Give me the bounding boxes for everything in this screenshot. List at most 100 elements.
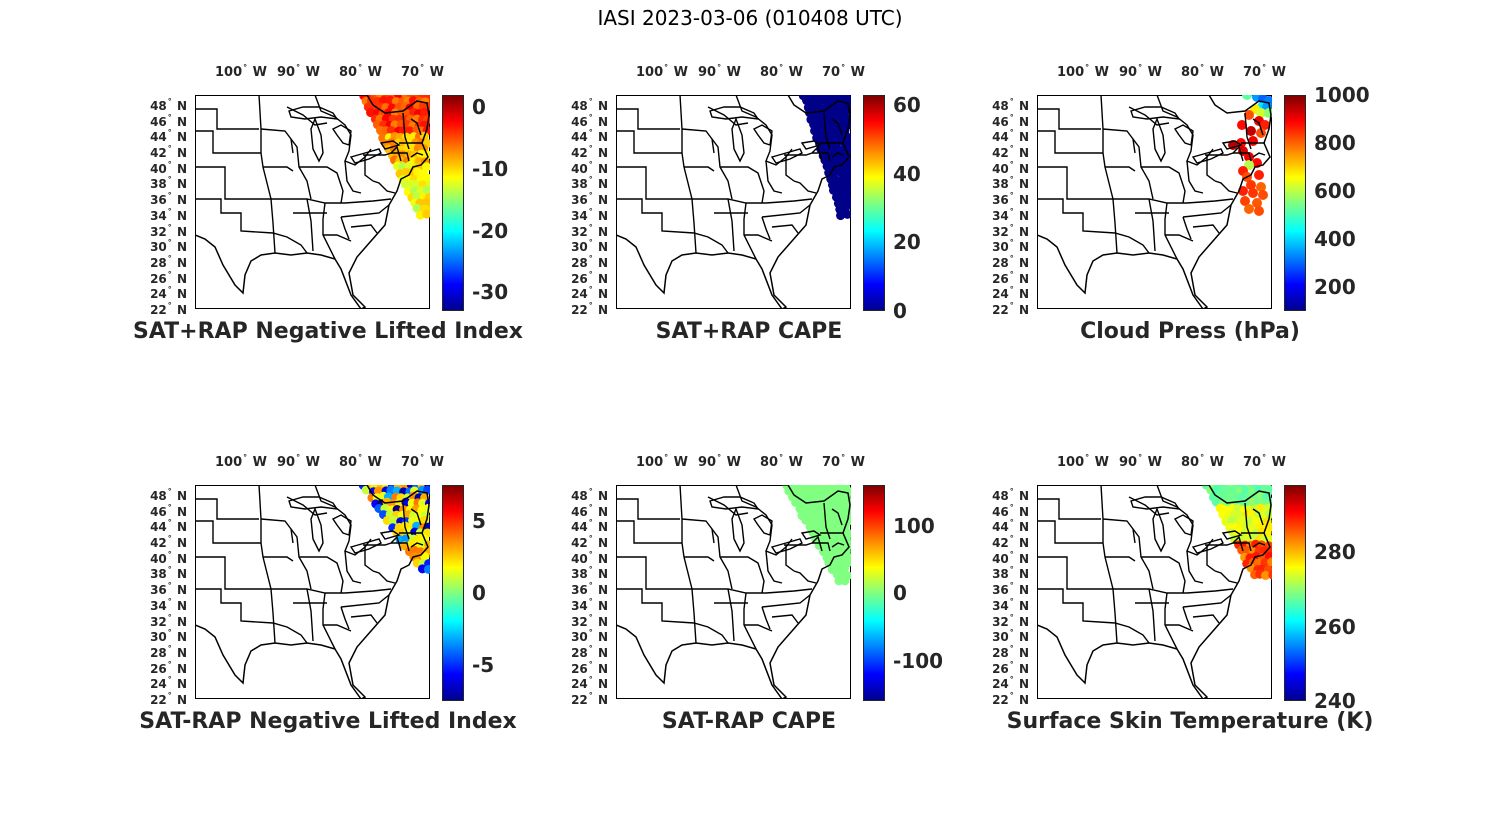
observation-point: [810, 126, 820, 136]
panel-title: SAT-RAP CAPE: [661, 709, 837, 734]
state-border: [761, 594, 811, 608]
latitude-label: 42° N: [571, 534, 608, 551]
state-border: [1037, 130, 1103, 154]
observation-point: [1256, 182, 1266, 192]
latitude-label: 34° N: [992, 206, 1029, 223]
state-border: [195, 198, 308, 254]
colorbar-tick-label: 600: [1314, 179, 1356, 203]
colorbar: [442, 95, 464, 311]
panel-title: Surface Skin Temperature (K): [1006, 709, 1374, 734]
colorbar-tick-label: 100: [893, 513, 935, 538]
state-border: [1252, 542, 1266, 548]
state-border: [1037, 108, 1101, 130]
state-border: [812, 152, 831, 162]
latitude-label: 46° N: [992, 112, 1029, 129]
colorbar-tick-label: 1000: [1314, 83, 1370, 107]
great-lake: [331, 124, 352, 146]
state-border: [1148, 198, 1156, 252]
great-lake: [1173, 514, 1194, 536]
latitude-label: 40° N: [992, 159, 1029, 176]
state-border: [831, 542, 845, 548]
observation-point: [420, 107, 430, 117]
state-border: [1206, 155, 1216, 182]
state-border: [344, 550, 362, 584]
state-border: [1128, 106, 1170, 126]
latitude-label: 32° N: [571, 222, 608, 239]
map-plot: [1037, 95, 1272, 309]
state-border: [744, 624, 773, 632]
observation-point: [1254, 170, 1264, 180]
latitude-label: 44° N: [992, 518, 1029, 535]
latitude-label: 38° N: [571, 565, 608, 582]
state-border: [1164, 592, 1178, 650]
latitude-label: 26° N: [992, 269, 1029, 286]
colorbar-tick-label: 240: [1314, 689, 1356, 713]
state-border: [1186, 160, 1204, 194]
latitude-label: 34° N: [571, 206, 608, 223]
observation-point: [1246, 180, 1256, 190]
colorbar-tick-label: 60: [893, 93, 921, 118]
state-border: [323, 624, 352, 632]
observation-point: [1260, 570, 1270, 580]
state-border: [344, 160, 362, 194]
longitude-label: 80° W: [339, 453, 382, 470]
state-border: [727, 198, 735, 252]
state-border: [391, 542, 410, 552]
state-border: [1148, 588, 1156, 642]
state-border: [323, 234, 352, 242]
state-border: [350, 224, 378, 234]
longitude-label: 100° W: [215, 453, 268, 470]
state-border: [707, 106, 749, 126]
latitude-label: 42° N: [992, 534, 1029, 551]
panel-title: SAT+RAP Negative Lifted Index: [133, 319, 523, 344]
latitude-label: 44° N: [571, 128, 608, 145]
state-border: [195, 520, 261, 544]
colorbar: [863, 485, 885, 701]
map-plot: [616, 95, 851, 309]
observation-point: [1244, 152, 1254, 162]
colorbar-tick-label: -100: [893, 648, 944, 673]
latitude-label: 32° N: [150, 222, 187, 239]
latitude-label: 22° N: [992, 691, 1029, 707]
observation-point: [1244, 204, 1254, 214]
observation-point: [1267, 557, 1272, 567]
colorbar-tick-label: -5: [472, 653, 495, 677]
state-border: [812, 542, 831, 552]
state-border: [793, 180, 817, 194]
latitude-label: 48° N: [150, 487, 187, 503]
state-border: [350, 614, 378, 624]
state-border: [616, 130, 682, 154]
panel-title: SAT-RAP Negative Lifted Index: [139, 709, 517, 734]
state-border: [1182, 204, 1232, 218]
observation-point: [1248, 188, 1258, 198]
latitude-label: 24° N: [571, 285, 608, 302]
colorbar-tick-label: 0: [472, 95, 486, 120]
state-border: [1113, 588, 1234, 594]
latitude-label: 40° N: [571, 159, 608, 176]
latitude-label: 38° N: [992, 565, 1029, 582]
latitude-label: 28° N: [150, 253, 187, 270]
state-border: [322, 592, 336, 650]
map-panel: 100° W 90° W 80° W 70° W 48° N 46° N 44° N 42° …: [571, 63, 1076, 425]
map-plot: [1037, 485, 1272, 699]
state-border: [1252, 508, 1264, 526]
latitude-label: 36° N: [571, 191, 608, 208]
great-lake: [770, 148, 803, 164]
state-border: [1037, 556, 1113, 590]
observation-point: [401, 179, 411, 189]
state-border: [1186, 550, 1204, 584]
observation-point: [420, 552, 430, 562]
panel-title: Cloud Press (hPa): [1080, 319, 1300, 344]
figure-title: IASI 2023-03-06 (010408 UTC): [597, 6, 903, 30]
state-border: [761, 606, 771, 630]
latitude-label: 26° N: [150, 659, 187, 676]
latitude-label: 42° N: [150, 534, 187, 551]
state-border: [785, 155, 795, 182]
map-plot: [195, 95, 430, 309]
state-border: [616, 520, 682, 544]
latitude-label: 44° N: [150, 128, 187, 145]
data-layer: [1037, 95, 1272, 309]
latitude-label: 26° N: [571, 269, 608, 286]
great-lake: [800, 140, 822, 150]
great-lake: [1173, 124, 1194, 146]
